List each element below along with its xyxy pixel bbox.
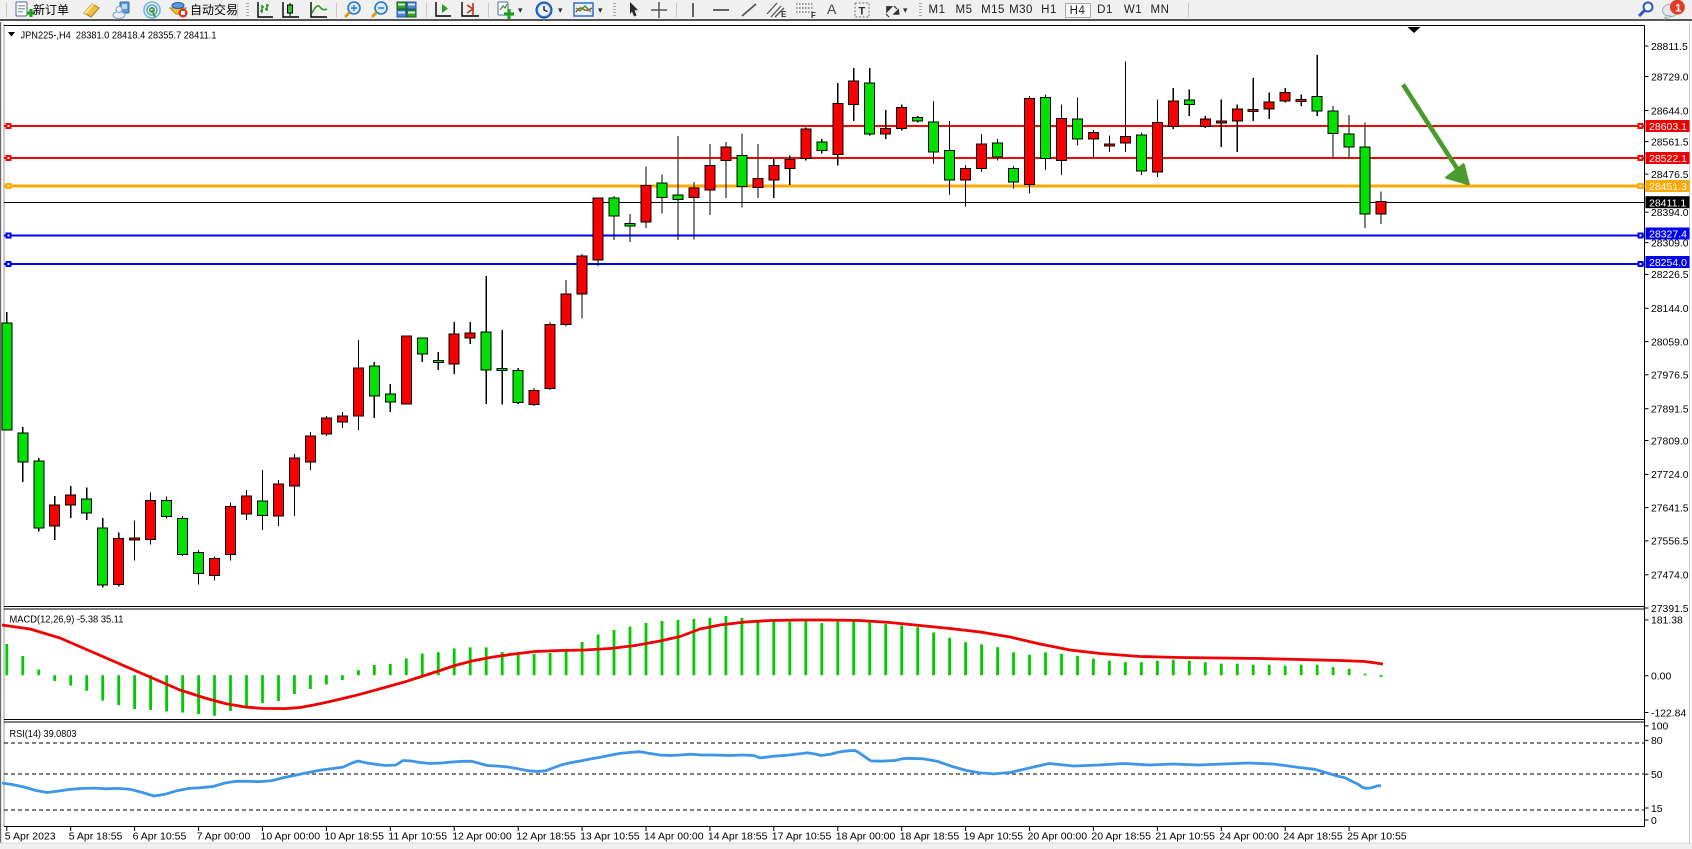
svg-text:25 Apr 10:55: 25 Apr 10:55 <box>1347 831 1407 843</box>
svg-text:28059.0: 28059.0 <box>1651 337 1689 348</box>
svg-text:27724.0: 27724.0 <box>1651 470 1689 481</box>
svg-text:14 Apr 00:00: 14 Apr 00:00 <box>644 831 704 843</box>
svg-text:28522.1: 28522.1 <box>1649 153 1687 165</box>
svg-text:0.00: 0.00 <box>1651 672 1671 683</box>
svg-text:24 Apr 00:00: 24 Apr 00:00 <box>1219 831 1279 843</box>
svg-text:28603.1: 28603.1 <box>1649 121 1687 133</box>
svg-text:28476.5: 28476.5 <box>1651 170 1689 181</box>
svg-text:28561.5: 28561.5 <box>1651 137 1689 148</box>
svg-text:10 Apr 00:00: 10 Apr 00:00 <box>261 831 321 843</box>
svg-text:E: E <box>781 10 787 19</box>
svg-text:28254.0: 28254.0 <box>1649 257 1687 269</box>
svg-text:28226.5: 28226.5 <box>1651 270 1689 281</box>
svg-text:28811.5: 28811.5 <box>1651 42 1688 53</box>
svg-text:27891.5: 27891.5 <box>1651 405 1689 416</box>
svg-text:27474.0: 27474.0 <box>1651 571 1689 582</box>
svg-text:28394.0: 28394.0 <box>1651 208 1689 219</box>
svg-text:T: T <box>859 6 866 18</box>
svg-text:28309.0: 28309.0 <box>1651 238 1689 249</box>
svg-text:11 Apr 10:55: 11 Apr 10:55 <box>388 831 447 843</box>
svg-text:27641.5: 27641.5 <box>1651 503 1689 514</box>
svg-text:50: 50 <box>1651 770 1663 781</box>
svg-text:6 Apr 10:55: 6 Apr 10:55 <box>133 831 187 843</box>
svg-text:27556.5: 27556.5 <box>1651 537 1689 548</box>
svg-text:181.38: 181.38 <box>1651 616 1683 627</box>
svg-text:15: 15 <box>1651 804 1663 815</box>
svg-text:20 Apr 00:00: 20 Apr 00:00 <box>1028 831 1088 843</box>
svg-text:28451.3: 28451.3 <box>1649 181 1687 193</box>
svg-text:21 Apr 10:55: 21 Apr 10:55 <box>1155 831 1215 843</box>
svg-text:5 Apr 2023: 5 Apr 2023 <box>5 831 56 843</box>
svg-text:28411.1: 28411.1 <box>1649 197 1686 209</box>
svg-text:JPN225-,H4 28381.0 28418.4 28: JPN225-,H4 28381.0 28418.4 28355.7 28411… <box>21 30 217 42</box>
svg-text:13 Apr 10:55: 13 Apr 10:55 <box>580 831 640 843</box>
svg-text:100: 100 <box>1651 722 1669 733</box>
svg-text:28729.0: 28729.0 <box>1651 72 1689 83</box>
svg-text:0: 0 <box>1651 816 1657 827</box>
svg-text:27391.5: 27391.5 <box>1651 604 1689 615</box>
svg-text:1: 1 <box>1675 2 1682 14</box>
svg-text:17 Apr 10:55: 17 Apr 10:55 <box>772 831 832 843</box>
svg-text:20 Apr 18:55: 20 Apr 18:55 <box>1091 831 1151 843</box>
svg-text:18 Apr 18:55: 18 Apr 18:55 <box>900 831 960 843</box>
svg-text:28644.0: 28644.0 <box>1651 106 1689 117</box>
svg-text:F: F <box>811 11 816 20</box>
svg-text:RSI(14) 39.0803: RSI(14) 39.0803 <box>10 728 77 740</box>
svg-text:12 Apr 18:55: 12 Apr 18:55 <box>516 831 576 843</box>
svg-text:19 Apr 10:55: 19 Apr 10:55 <box>964 831 1024 843</box>
svg-text:7 Apr 00:00: 7 Apr 00:00 <box>197 831 251 843</box>
svg-text:80: 80 <box>1651 736 1663 747</box>
svg-text:18 Apr 00:00: 18 Apr 00:00 <box>836 831 896 843</box>
svg-text:14 Apr 18:55: 14 Apr 18:55 <box>708 831 768 843</box>
svg-text:27809.0: 27809.0 <box>1651 436 1689 447</box>
svg-text:10 Apr 18:55: 10 Apr 18:55 <box>324 831 384 843</box>
svg-text:5 Apr 18:55: 5 Apr 18:55 <box>69 831 123 843</box>
svg-text:12 Apr 00:00: 12 Apr 00:00 <box>452 831 512 843</box>
svg-text:-122.84: -122.84 <box>1651 708 1686 719</box>
svg-text:28327.4: 28327.4 <box>1649 229 1687 241</box>
svg-text:28144.0: 28144.0 <box>1651 304 1689 315</box>
svg-text:27976.5: 27976.5 <box>1651 371 1689 382</box>
svg-text:MACD(12,26,9) -5.38 35.11: MACD(12,26,9) -5.38 35.11 <box>10 614 124 626</box>
svg-text:24 Apr 18:55: 24 Apr 18:55 <box>1283 831 1343 843</box>
